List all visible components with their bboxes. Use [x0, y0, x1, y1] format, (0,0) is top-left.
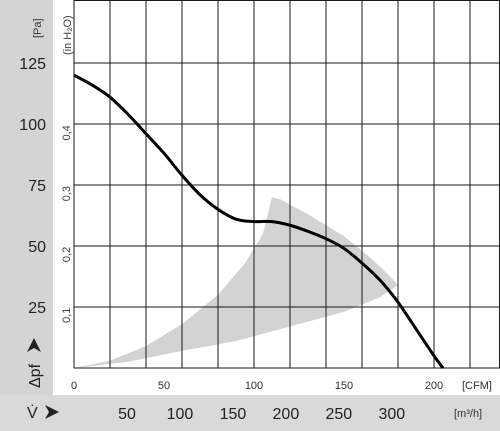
x-tick-label-cfm: 200	[425, 380, 443, 392]
y-tick-label-h2o: 0,1	[61, 308, 73, 323]
y-axis-symbol: Δpf	[27, 363, 44, 388]
operating-range-layer	[74, 197, 398, 368]
y-tick-label-h2o: 0,4	[61, 125, 73, 140]
x-axis-unit-m3h: [m³/h]	[454, 408, 482, 420]
x-tick-label-cfm: 50	[158, 380, 170, 392]
y-tick-label-pa: 75	[28, 178, 46, 195]
fan-curve-line	[73, 73, 445, 369]
curve-layer	[73, 73, 445, 369]
y-axis-unit-h2o: (in H₂O)	[62, 15, 74, 55]
x-tick-label-cfm: 150	[335, 380, 353, 392]
y-tick-label-h2o: 0,2	[61, 247, 73, 262]
y-tick-label-pa: 25	[28, 300, 46, 317]
x-tick-label-cfm: 100	[245, 380, 263, 392]
y-axis-arrow-icon	[27, 338, 41, 352]
label-layer: 25 50 75 100 125 [Pa] 0,1 0,2 0,3 0,4 (in H₂O) Δpf 0…	[19, 15, 492, 423]
y-axis-unit-pa: [Pa]	[32, 18, 44, 38]
x-axis-arrow-icon	[45, 405, 59, 419]
y-tick-label-h2o: 0,3	[61, 186, 73, 201]
x-tick-label-m3h: 250	[326, 406, 353, 423]
y-tick-label-pa: 50	[28, 239, 46, 256]
x-axis-symbol: V̇	[27, 404, 38, 422]
operating-range-area	[74, 197, 398, 368]
y-tick-label-pa: 100	[19, 117, 46, 134]
x-axis-band	[0, 395, 500, 431]
x-tick-label-m3h: 50	[118, 406, 136, 423]
y-tick-label-pa: 125	[19, 56, 46, 73]
x-tick-label-m3h: 100	[167, 406, 194, 423]
y-axis-band	[0, 0, 53, 395]
x-tick-label-m3h: 200	[273, 406, 300, 423]
x-tick-label-m3h: 300	[378, 406, 405, 423]
x-axis-unit-cfm: [CFM]	[462, 380, 492, 392]
x-tick-label-cfm: 0	[71, 380, 77, 392]
x-tick-label-m3h: 150	[220, 406, 247, 423]
